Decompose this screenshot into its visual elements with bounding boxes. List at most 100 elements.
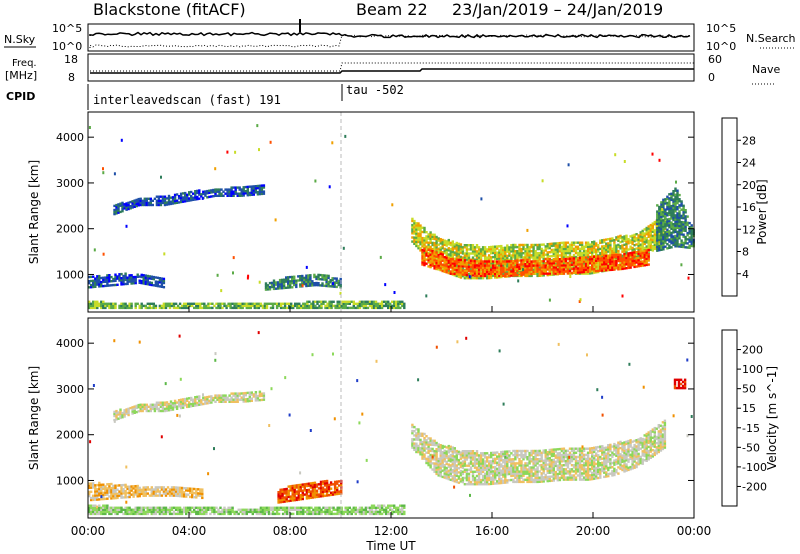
data-cell (300, 304, 303, 308)
data-cell (668, 211, 671, 214)
data-cell (613, 260, 616, 263)
data-cell (336, 488, 339, 492)
data-cell (471, 252, 475, 255)
data-cell (258, 188, 262, 192)
data-cell (153, 409, 157, 413)
data-cell (380, 304, 384, 308)
data-cell (532, 247, 535, 251)
data-cell (564, 243, 568, 246)
data-cell (670, 194, 673, 197)
data-cell (492, 251, 495, 255)
data-cell (92, 512, 95, 516)
data-cell (172, 492, 176, 495)
data-cell (415, 224, 418, 227)
data-cell (171, 202, 175, 205)
data-cell (191, 304, 194, 308)
data-cell (153, 403, 157, 406)
data-cell (391, 300, 394, 303)
data-cell (562, 264, 566, 267)
data-cell (119, 210, 122, 214)
data-cell (148, 302, 151, 305)
data-cell (90, 484, 93, 487)
data-cell (281, 302, 285, 305)
data-cell (122, 283, 125, 286)
data-cell (184, 200, 187, 203)
data-cell (609, 258, 612, 261)
data-cell (146, 508, 149, 511)
data-cell (481, 266, 485, 269)
data-cell (548, 268, 551, 271)
data-cell (125, 206, 128, 209)
data-cell (299, 285, 302, 288)
data-cell (603, 238, 606, 242)
data-cell (459, 243, 463, 246)
data-cell (506, 268, 509, 271)
data-cell (425, 262, 428, 265)
data-cell (141, 403, 144, 406)
data-cell (591, 259, 594, 263)
data-cell (134, 302, 137, 305)
data-cell (100, 489, 103, 493)
data-cell (664, 200, 667, 203)
data-cell (102, 278, 105, 282)
data-cell (311, 494, 315, 497)
data-cell (136, 512, 139, 516)
data-cell (170, 490, 174, 493)
data-cell (574, 249, 578, 253)
data-cell (629, 264, 632, 267)
data-cell (451, 250, 454, 254)
data-cell (230, 186, 233, 189)
data-cell (100, 306, 103, 310)
data-cell (554, 248, 557, 251)
data-cell (483, 272, 487, 275)
data-cell (219, 304, 222, 308)
data-cell (447, 259, 450, 262)
data-cell (181, 198, 185, 201)
data-cell (180, 304, 184, 308)
data-cell (96, 304, 99, 308)
data-cell (566, 255, 570, 259)
data-cell (198, 197, 201, 200)
data-cell (496, 270, 499, 273)
data-cell (512, 261, 515, 265)
data-cell (637, 240, 640, 243)
data-cell (662, 208, 665, 212)
data-cell (518, 252, 521, 255)
data-cell (439, 248, 442, 251)
data-cell (180, 488, 184, 492)
data-cell (360, 302, 364, 305)
data-cell (435, 267, 438, 271)
data-cell (631, 259, 634, 263)
data-cell (586, 272, 590, 275)
data-cell (560, 266, 564, 269)
data-cell (660, 205, 663, 208)
data-cell (212, 398, 215, 402)
data-cell (128, 489, 131, 492)
data-cell (658, 207, 661, 211)
data-cell (526, 258, 529, 262)
data-cell (467, 269, 471, 273)
data-cell (112, 306, 115, 310)
data-cell (254, 397, 258, 400)
data-cell (249, 304, 252, 308)
data-cell (473, 248, 477, 251)
data-cell (244, 394, 247, 397)
data-cell (627, 266, 630, 270)
data-cell (500, 260, 503, 263)
data-cell (425, 254, 428, 257)
data-cell (174, 492, 178, 495)
data-cell (317, 275, 320, 279)
data-cell (433, 252, 436, 256)
data-cell (664, 231, 667, 234)
data-cell (431, 258, 434, 261)
data-cell (110, 510, 113, 514)
data-cell (510, 262, 513, 265)
data-cell (254, 395, 258, 398)
data-cell (232, 394, 235, 397)
data-cell (542, 260, 545, 263)
data-cell (235, 306, 238, 310)
data-cell (611, 258, 614, 261)
data-cell (639, 254, 642, 257)
data-cell (306, 302, 309, 305)
data-cell (325, 280, 328, 283)
